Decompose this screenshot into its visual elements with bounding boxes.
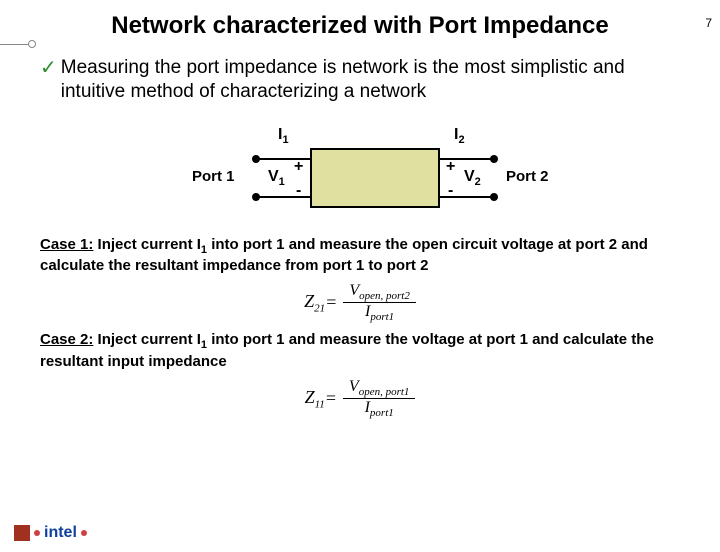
title-accent-line — [0, 44, 30, 45]
label-i2: I2 — [454, 126, 465, 146]
logo-square-icon — [14, 525, 30, 541]
page-number: 7 — [705, 16, 712, 30]
logo-dot-icon — [81, 530, 87, 536]
label-port2: Port 2 — [506, 168, 549, 185]
v1-minus: - — [296, 182, 301, 200]
terminal-node — [252, 155, 260, 163]
label-v2: V2 — [464, 168, 481, 188]
formula-z11: Z11 = Vopen, port1 Iport1 — [0, 378, 720, 419]
v1-plus: + — [294, 158, 303, 176]
case1-label: Case 1: — [40, 236, 93, 253]
label-i1: I1 — [278, 126, 289, 146]
intel-logo: intel — [14, 524, 87, 542]
case2-text: Case 2: Inject current I1 into port 1 an… — [40, 331, 680, 372]
terminal-node — [490, 155, 498, 163]
two-port-diagram: I1 I2 V1 + - V2 + - Port 1 Port 2 — [160, 118, 560, 228]
page-title: Network characterized with Port Impedanc… — [30, 12, 690, 40]
network-box — [310, 148, 440, 208]
title-accent-dot — [28, 40, 36, 48]
logo-dot-icon — [34, 530, 40, 536]
case1-text: Case 1: Inject current I1 into port 1 an… — [40, 236, 680, 277]
bullet-item: ✓ Measuring the port impedance is networ… — [40, 56, 680, 104]
case2-label: Case 2: — [40, 331, 93, 348]
wire — [255, 196, 310, 198]
bullet-text: Measuring the port impedance is network … — [61, 56, 680, 104]
label-port1: Port 1 — [192, 168, 235, 185]
label-v1: V1 — [268, 168, 285, 188]
terminal-node — [252, 193, 260, 201]
v2-minus: - — [448, 182, 453, 200]
logo-text: intel — [44, 524, 77, 542]
v2-plus: + — [446, 158, 455, 176]
check-icon: ✓ — [40, 56, 57, 80]
terminal-node — [490, 193, 498, 201]
formula-z21: Z21 = Vopen, port2 Iport1 — [0, 282, 720, 323]
